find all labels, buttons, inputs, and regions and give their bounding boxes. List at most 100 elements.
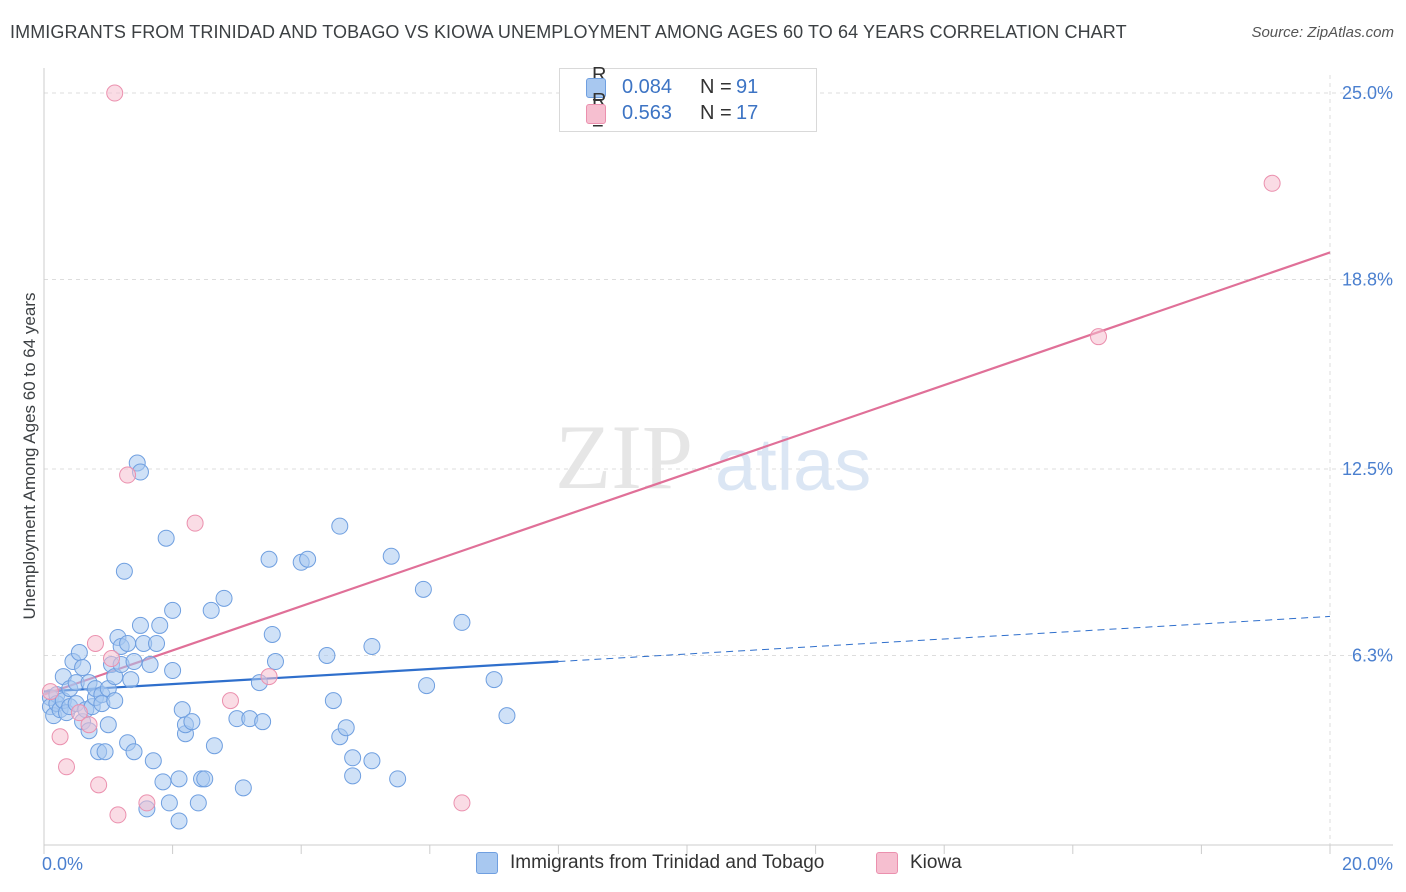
point-trinidad [344,749,362,767]
point-trinidad [260,550,278,568]
point-trinidad [99,716,117,734]
point-kiowa [453,794,471,812]
tick-labels: 6.3% 12.5% 18.8% 25.0% 0.0% 20.0% [42,83,1393,874]
point-kiowa [103,650,121,668]
point-trinidad [74,659,92,677]
x-tick-label: 20.0% [1342,854,1393,874]
point-kiowa [58,758,76,776]
legend-swatch-blue [586,78,606,98]
y-tick-label: 18.8% [1342,270,1393,290]
point-trinidad [299,550,317,568]
point-trinidad [453,613,471,631]
point-trinidad [170,812,188,830]
point-kiowa [186,514,204,532]
point-kiowa [90,776,108,794]
y-tick-label: 12.5% [1342,459,1393,479]
legend-n-value: 17 [736,101,759,124]
point-trinidad [254,713,272,731]
point-trinidad [170,770,188,788]
point-trinidad [131,616,149,634]
legend-r-value: 0.084 [622,75,673,98]
point-trinidad [141,656,159,674]
point-kiowa [86,634,104,652]
data-points [41,84,1281,830]
point-trinidad [148,634,166,652]
source-label: Source: ZipAtlas.com [1251,24,1394,41]
point-kiowa [138,794,156,812]
legend-row-series2: R = 0.563 N = 17 [586,90,759,135]
legend-label-trinidad: Immigrants from Trinidad and Tobago [510,852,825,873]
y-tick-label: 25.0% [1342,83,1393,103]
point-trinidad [189,794,207,812]
point-trinidad [70,644,88,661]
point-trinidad [160,794,178,812]
point-trinidad [115,562,133,580]
legend-swatch-blue [476,852,498,874]
trend-line-trinidad-extension [558,615,1331,663]
point-trinidad [498,707,516,725]
point-kiowa [260,668,278,686]
point-trinidad [263,625,281,643]
point-trinidad [414,580,432,598]
grid-lines [44,75,1390,845]
y-tick-label: 6.3% [1352,646,1393,666]
point-trinidad [205,737,223,755]
point-kiowa [119,466,137,484]
legend-row-series1: R = 0.084 N = 91 [586,64,759,109]
point-trinidad [144,752,162,770]
point-kiowa [221,692,239,710]
point-trinidad [485,671,503,689]
point-trinidad [157,529,175,547]
point-trinidad [363,637,381,655]
correlation-legend: R = 0.084 N = 91 R = 0.563 N = 17 [559,64,817,135]
point-trinidad [337,719,355,737]
point-kiowa [1090,328,1108,346]
point-trinidad [202,601,220,619]
legend-n-label: N = [700,75,732,98]
point-kiowa [51,728,69,746]
point-trinidad [183,713,201,731]
legend-label-kiowa: Kiowa [910,852,962,873]
legend-item-kiowa: Kiowa [876,852,962,874]
point-kiowa [106,84,124,102]
point-trinidad [234,779,252,797]
point-trinidad [363,752,381,770]
point-trinidad [122,671,140,689]
point-trinidad [106,692,124,710]
point-trinidad [324,692,342,710]
point-trinidad [389,770,407,788]
axes [43,68,1393,854]
watermark: ZIP atlas [555,406,871,508]
point-trinidad [215,589,233,607]
point-trinidad [196,770,214,788]
point-trinidad [418,677,436,695]
point-trinidad [318,647,336,665]
legend-item-trinidad: Immigrants from Trinidad and Tobago [476,852,824,874]
legend-r-value: 0.563 [622,101,673,124]
x-tick-label: 0.0% [42,854,83,874]
point-kiowa [1263,174,1281,192]
chart-title: IMMIGRANTS FROM TRINIDAD AND TOBAGO VS K… [10,22,1127,42]
watermark-atlas: atlas [715,423,871,506]
legend-n-value: 91 [736,75,759,98]
point-trinidad [151,616,169,634]
legend-swatch-pink [586,104,606,124]
point-trinidad [164,601,182,619]
point-trinidad [125,653,143,671]
legend-swatch-pink [876,852,898,874]
point-kiowa [41,683,59,701]
point-trinidad [331,517,349,535]
watermark-zip: ZIP [555,406,693,508]
point-trinidad [125,743,143,761]
point-trinidad [119,634,137,652]
trend-line-kiowa [43,251,1331,696]
point-trinidad [344,767,362,785]
point-trinidad [164,662,182,680]
point-trinidad [154,773,172,791]
point-kiowa [70,704,88,722]
trend-lines [43,251,1331,696]
point-kiowa [109,806,127,824]
series-legend: Immigrants from Trinidad and Tobago Kiow… [0,852,1406,878]
point-kiowa [80,716,98,734]
